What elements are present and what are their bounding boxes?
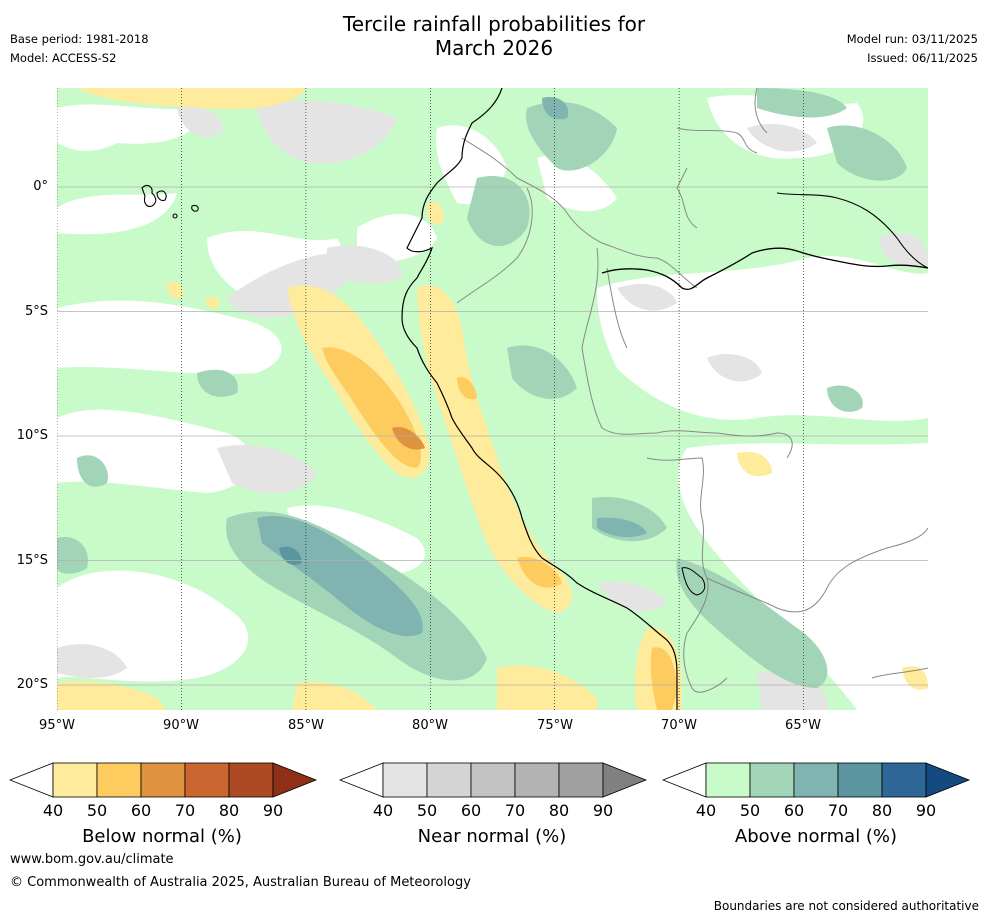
colorbar-below-swatch-lt40 [9,762,54,798]
lat-label-10s: 10°S [16,428,48,443]
near-normal-regions [57,100,928,710]
colorbar-below-swatch-40-50 [52,762,98,798]
colorbar-below-swatch-80-90 [228,762,274,798]
base-period: Base period: 1981-2018 [10,32,149,46]
tick: 60 [460,801,482,820]
lon-label-95w: 95°W [39,718,75,733]
galapagos-islands [141,184,199,219]
lake-titicaca [681,567,706,596]
colorbar-near-swatch-70-80 [514,762,560,798]
rio-negro [776,192,928,269]
tick: 60 [783,801,805,820]
disclaimer: Boundaries are not considered authoritat… [713,899,979,913]
website-link[interactable]: www.bom.gov.au/climate [10,852,174,867]
lon-label-80w: 80°W [412,718,448,733]
title-line-1: Tercile rainfall probabilities for [342,12,646,36]
lon-label-70w: 70°W [661,718,697,733]
copyright: © Commonwealth of Australia 2025, Austra… [10,875,471,890]
title-line-2: March 2026 [434,36,554,60]
tick: 70 [504,801,526,820]
colorbar-near-swatch-80-90 [558,762,604,798]
colorbar-near-normal [339,762,648,798]
colorbar-near-swatch-50-60 [426,762,472,798]
amazon-river [601,247,928,290]
tick: 40 [42,801,64,820]
lon-label-90w: 90°W [163,718,199,733]
colorbar-below-swatch-70-80 [184,762,230,798]
colorbar-below-swatch-60-70 [140,762,186,798]
meta-left: Base period: 1981-2018 Model: ACCESS-S2 [10,30,149,68]
model-run: Model run: 03/11/2025 [846,32,978,46]
tick: 90 [262,801,284,820]
colorbar-below-normal [9,762,318,798]
colorbar-above-label: Above normal (%) [734,826,898,847]
colorbar-above-swatch-lt40 [662,762,707,798]
colorbar-above-swatch-80-90 [881,762,927,798]
tick: 50 [416,801,438,820]
colorbar-below-swatch-gt90 [272,762,318,798]
country-borders [456,88,928,693]
tick: 70 [827,801,849,820]
tick: 40 [372,801,394,820]
colorbar-near-label: Near normal (%) [417,826,567,847]
map-svg [57,88,928,710]
tick: 70 [174,801,196,820]
above-normal-60-70 [257,97,647,637]
tick: 50 [739,801,761,820]
graticule [57,88,928,710]
colorbar-above-swatch-gt90 [925,762,971,798]
colorbar-above-swatch-50-60 [749,762,795,798]
colorbar-above-swatch-60-70 [793,762,839,798]
model-name: Model: ACCESS-S2 [10,51,117,65]
colorbar-above-normal [662,762,971,798]
tick: 80 [218,801,240,820]
below-normal-60-70 [392,427,425,450]
chart-title: Tercile rainfall probabilities for March… [0,12,988,60]
tick: 90 [592,801,614,820]
issued-date: Issued: 06/11/2025 [867,51,978,65]
tick: 80 [871,801,893,820]
colorbar-above-swatch-40-50 [705,762,751,798]
tick: 60 [130,801,152,820]
below-normal-50-60 [322,347,677,710]
colorbar-above-swatch-70-80 [837,762,883,798]
coastline [401,88,678,710]
lon-label-85w: 85°W [288,718,324,733]
colorbar-near-swatch-60-70 [470,762,516,798]
colorbar-near-swatch-lt40 [339,762,384,798]
tick: 40 [695,801,717,820]
lon-label-75w: 75°W [537,718,573,733]
colorbar-near-swatch-40-50 [382,762,428,798]
tick: 80 [548,801,570,820]
tick: 50 [86,801,108,820]
colorbar-near-swatch-gt90 [602,762,648,798]
probability-map [57,88,928,710]
lat-label-0: 0° [33,179,48,194]
lat-label-20s: 20°S [16,677,48,692]
tick: 90 [915,801,937,820]
colorbar-below-swatch-50-60 [96,762,142,798]
lat-label-15s: 15°S [16,553,48,568]
meta-right: Model run: 03/11/2025 Issued: 06/11/2025 [847,30,978,68]
lon-label-65w: 65°W [785,718,821,733]
lat-label-5s: 5°S [24,304,48,319]
colorbar-below-label: Below normal (%) [82,826,242,847]
